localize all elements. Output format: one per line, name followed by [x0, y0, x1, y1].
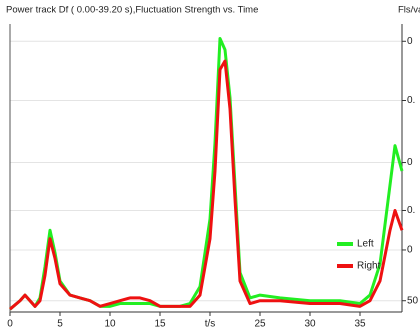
- y-tick-label: 50: [407, 295, 419, 306]
- x-tick-label: 35: [354, 319, 366, 330]
- legend-label: Right: [357, 261, 381, 272]
- x-tick-label: 0: [7, 319, 13, 330]
- y-tick-label: 0: [407, 157, 413, 168]
- chart-title: Power track Df ( 0.00-39.20 s),Fluctuati…: [6, 5, 258, 16]
- legend-label: Left: [357, 239, 374, 250]
- x-tick-label: 5: [57, 319, 63, 330]
- x-tick-label: 25: [254, 319, 266, 330]
- x-tick-label: 10: [104, 319, 116, 330]
- y-axis-label: Fls/va: [398, 5, 420, 16]
- x-tick-label: 30: [304, 319, 316, 330]
- y-tick-label: 0.: [407, 205, 415, 216]
- y-tick-label: 0: [407, 36, 413, 47]
- y-tick-label: 0.: [407, 95, 415, 106]
- y-tick-label: 0: [407, 245, 413, 256]
- line-series: [9, 59, 404, 311]
- x-tick-label: t/s: [205, 319, 216, 330]
- x-tick-label: 15: [154, 319, 166, 330]
